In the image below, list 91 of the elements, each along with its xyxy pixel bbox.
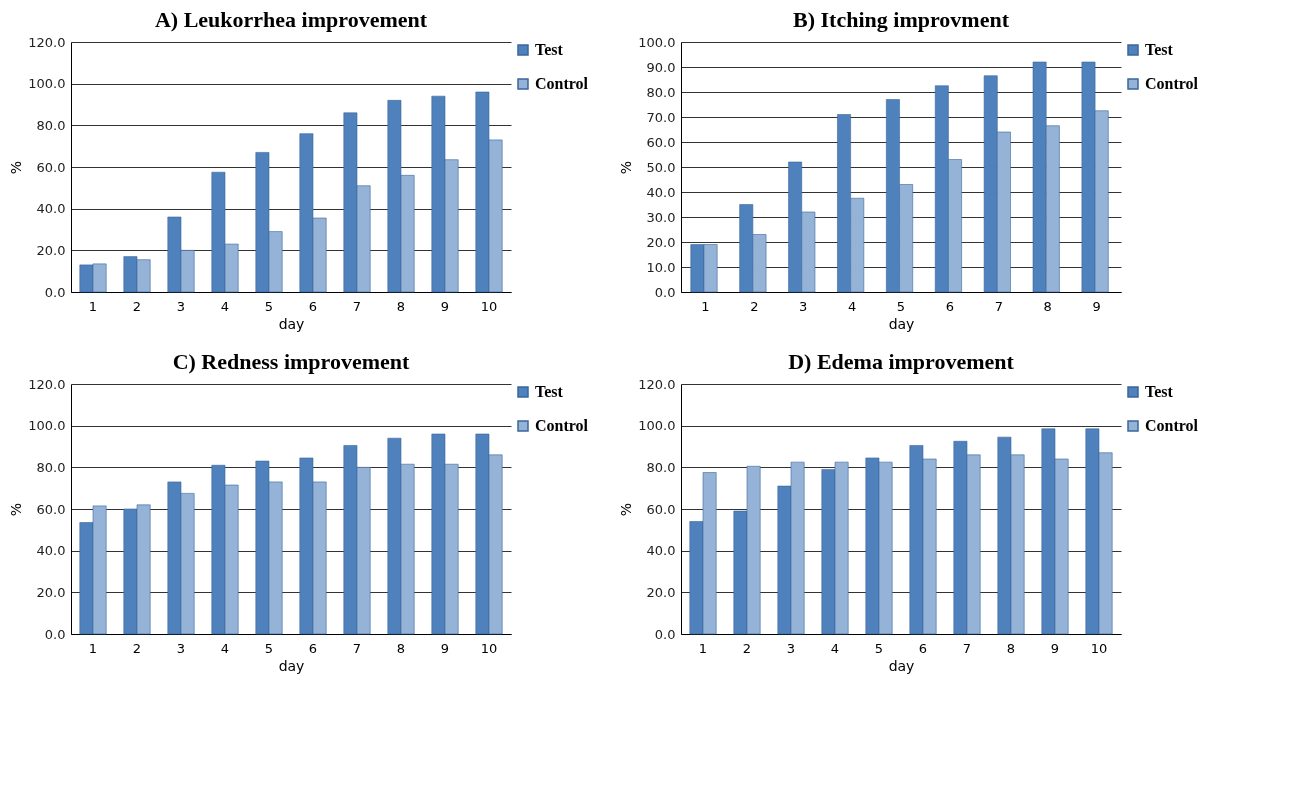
y-tick-label: 50.0	[646, 159, 676, 175]
y-tick-label: 80.0	[646, 459, 676, 475]
x-tick-label: 4	[830, 640, 840, 656]
x-tick-label: 9	[1092, 298, 1101, 314]
x-tick-label: 5	[874, 640, 884, 656]
x-axis-title: day	[278, 315, 305, 332]
x-tick-label: 8	[1043, 298, 1052, 314]
x-tick-label: 7	[352, 640, 362, 656]
legend-label: Test	[1145, 41, 1174, 58]
y-tick-label: 40.0	[36, 543, 66, 559]
x-tick-label: 5	[264, 298, 274, 314]
x-tick-label: 6	[918, 640, 928, 656]
y-axis-title: %	[618, 502, 635, 517]
y-tick-label: 100.0	[638, 418, 676, 434]
x-tick-label: 1	[88, 640, 98, 656]
x-tick-label: 3	[176, 298, 186, 314]
x-tick-label: 8	[1006, 640, 1016, 656]
y-tick-label: 120.0	[28, 34, 66, 50]
y-tick-label: 40.0	[646, 184, 676, 200]
x-tick-label: 2	[742, 640, 752, 656]
x-tick-label: 3	[799, 298, 808, 314]
y-tick-label: 0.0	[654, 284, 676, 300]
y-tick-label: 30.0	[646, 209, 676, 225]
chart-title: A) Leukorrhea improvement	[154, 7, 428, 32]
x-tick-label: 10	[480, 298, 498, 314]
y-tick-label: 80.0	[646, 84, 676, 100]
y-tick-label: 100.0	[28, 418, 66, 434]
x-tick-label: 7	[962, 640, 972, 656]
x-axis-title: day	[888, 315, 915, 332]
x-tick-label: 1	[88, 298, 98, 314]
x-tick-label: 8	[396, 298, 406, 314]
x-axis-title: day	[888, 657, 915, 674]
x-tick-label: 3	[176, 640, 186, 656]
x-tick-label: 6	[308, 640, 318, 656]
x-tick-label: 5	[264, 640, 274, 656]
legend-label: Test	[535, 41, 564, 58]
legend-label: Control	[535, 75, 589, 92]
y-tick-label: 60.0	[646, 501, 676, 517]
x-tick-label: 10	[1090, 640, 1108, 656]
y-axis-title: %	[8, 502, 25, 517]
x-tick-label: 9	[440, 640, 450, 656]
y-tick-label: 20.0	[646, 234, 676, 250]
legend-label: Test	[1145, 383, 1174, 400]
x-tick-label: 8	[396, 640, 406, 656]
x-tick-label: 2	[132, 640, 142, 656]
legend-label: Control	[1145, 417, 1199, 434]
chart-title: C) Redness improvement	[172, 349, 411, 374]
x-tick-label: 4	[220, 640, 230, 656]
chart-title: B) Itching improvment	[793, 7, 1010, 32]
y-tick-label: 0.0	[44, 626, 66, 642]
y-tick-label: 0.0	[44, 284, 66, 300]
chart-title: D) Edema improvement	[788, 349, 1015, 374]
x-tick-label: 2	[750, 298, 759, 314]
y-tick-label: 80.0	[36, 459, 66, 475]
legend-label: Control	[1145, 75, 1199, 92]
x-tick-label: 9	[1050, 640, 1060, 656]
y-tick-label: 10.0	[646, 259, 676, 275]
x-tick-label: 3	[786, 640, 796, 656]
y-axis-title: %	[618, 160, 635, 175]
x-tick-label: 2	[132, 298, 142, 314]
y-tick-label: 40.0	[36, 201, 66, 217]
y-tick-label: 80.0	[36, 117, 66, 133]
y-tick-label: 120.0	[28, 376, 66, 392]
x-tick-label: 4	[220, 298, 230, 314]
y-tick-label: 40.0	[646, 543, 676, 559]
x-tick-label: 9	[440, 298, 450, 314]
y-tick-label: 100.0	[638, 34, 676, 50]
y-tick-label: 60.0	[646, 134, 676, 150]
y-axis-title: %	[8, 160, 25, 175]
y-tick-label: 60.0	[36, 159, 66, 175]
y-tick-label: 60.0	[36, 501, 66, 517]
x-axis-title: day	[278, 657, 305, 674]
legend-label: Test	[535, 383, 564, 400]
x-tick-label: 7	[352, 298, 362, 314]
x-tick-label: 6	[308, 298, 318, 314]
y-tick-label: 20.0	[646, 584, 676, 600]
x-tick-label: 5	[896, 298, 906, 314]
x-tick-label: 1	[701, 298, 710, 314]
x-tick-label: 6	[945, 298, 955, 314]
x-tick-label: 1	[698, 640, 708, 656]
y-tick-label: 20.0	[36, 584, 66, 600]
y-tick-label: 100.0	[28, 76, 66, 92]
x-tick-label: 10	[480, 640, 498, 656]
y-tick-label: 70.0	[646, 109, 676, 125]
x-tick-label: 7	[994, 298, 1003, 314]
legend-label: Control	[535, 417, 589, 434]
y-tick-label: 120.0	[638, 376, 676, 392]
x-tick-label: 4	[847, 298, 857, 314]
y-tick-label: 20.0	[36, 242, 66, 258]
y-tick-label: 90.0	[646, 59, 676, 75]
y-tick-label: 0.0	[654, 626, 676, 642]
